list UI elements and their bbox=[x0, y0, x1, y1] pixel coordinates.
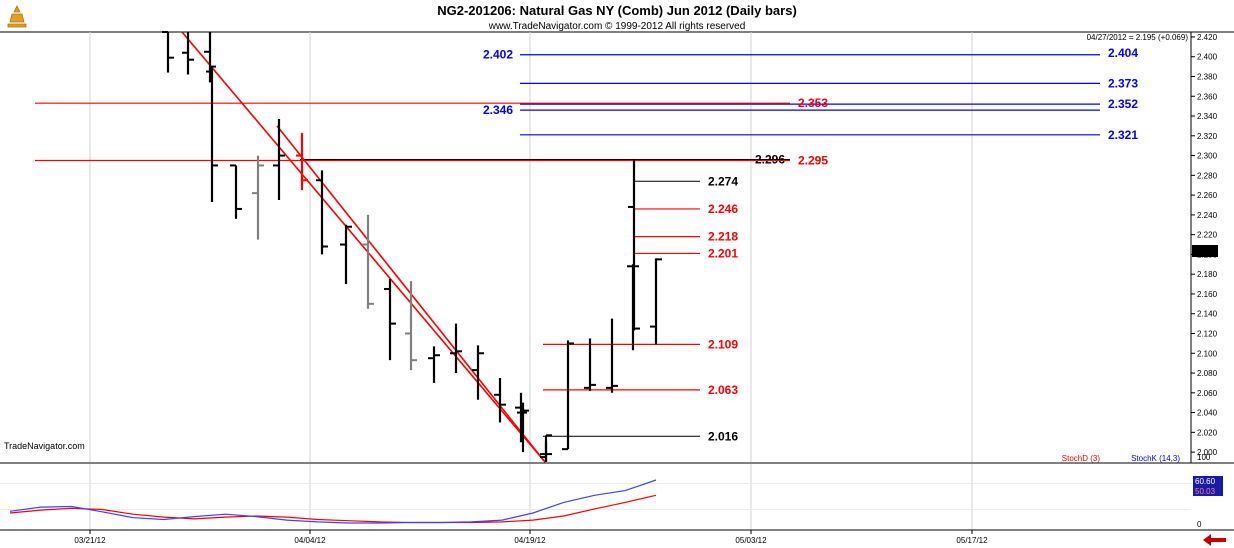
level-label: 2.346 bbox=[483, 103, 513, 117]
level-label: 2.321 bbox=[1108, 128, 1138, 142]
ytick-label: 2.280 bbox=[1197, 171, 1218, 180]
level-label: 2.063 bbox=[708, 383, 738, 397]
ohlc-bar bbox=[230, 164, 242, 219]
ohlc-bar bbox=[362, 214, 374, 309]
ohlc-bar bbox=[450, 323, 462, 374]
ytick-label: 2.340 bbox=[1197, 112, 1218, 121]
ohlc-bar bbox=[606, 318, 618, 393]
ytick-label: 2.160 bbox=[1197, 290, 1218, 299]
ohlc-bar bbox=[517, 402, 529, 453]
level-label: 2.402 bbox=[483, 48, 513, 62]
ohlc-bar bbox=[384, 279, 396, 361]
last-price-box bbox=[1192, 245, 1218, 257]
xtick-label: 05/17/12 bbox=[956, 536, 988, 545]
level-label: 2.296 bbox=[755, 153, 785, 167]
last-price-label: 2.195 bbox=[1194, 247, 1215, 256]
ytick-label: 2.260 bbox=[1197, 191, 1218, 200]
stoch-series-line bbox=[9, 494, 657, 524]
copyright-text: www.TradeNavigator.com © 1999-2012 All r… bbox=[488, 21, 746, 32]
ytick-label: 2.180 bbox=[1197, 270, 1218, 279]
stoch-ytick-100: 100 bbox=[1197, 453, 1211, 462]
stochastic-panel: StochD (3) StochK (14,3) 100 0 60.60 50.… bbox=[0, 453, 1234, 531]
ohlc-bar bbox=[182, 32, 194, 75]
ytick-label: 2.040 bbox=[1197, 409, 1218, 418]
xtick-label: 05/03/12 bbox=[735, 536, 767, 545]
stoch-value-box bbox=[1193, 476, 1223, 496]
ytick-label: 2.220 bbox=[1197, 231, 1218, 240]
legend-stochk: StochK (14,3) bbox=[1131, 454, 1180, 463]
ytick-label: 2.100 bbox=[1197, 349, 1218, 358]
ohlc-bar bbox=[204, 32, 216, 83]
trade-navigator-logo-icon bbox=[4, 3, 30, 31]
ohlc-bar bbox=[540, 434, 552, 462]
ohlc-bar bbox=[316, 170, 328, 255]
ytick-label: 2.020 bbox=[1197, 428, 1218, 437]
ohlc-bar bbox=[562, 340, 574, 451]
level-label: 2.352 bbox=[1108, 97, 1138, 111]
ohlc-bar bbox=[405, 281, 417, 371]
ytick-label: 2.140 bbox=[1197, 310, 1218, 319]
ohlc-bar bbox=[273, 118, 285, 201]
ohlc-bar bbox=[428, 346, 440, 383]
ohlc-bar bbox=[206, 66, 218, 203]
ytick-label: 2.320 bbox=[1197, 132, 1218, 141]
level-label: 2.246 bbox=[708, 202, 738, 216]
ohlc-bar bbox=[340, 224, 352, 285]
ytick-label: 2.060 bbox=[1197, 389, 1218, 398]
stoch-series-line bbox=[9, 479, 657, 524]
ytick-label: 2.420 bbox=[1197, 33, 1218, 42]
chart-title: NG2-201206: Natural Gas NY (Comb) Jun 20… bbox=[437, 3, 797, 18]
ohlc-bar bbox=[252, 155, 264, 240]
xtick-label: 03/21/12 bbox=[74, 536, 106, 545]
level-label: 2.274 bbox=[708, 174, 738, 188]
ohlc-bar bbox=[628, 159, 640, 331]
level-label: 2.353 bbox=[798, 96, 828, 110]
level-label: 2.404 bbox=[1108, 46, 1138, 60]
quote-info: 04/27/2012 = 2.195 (+0.069) bbox=[1087, 33, 1189, 42]
ytick-label: 2.120 bbox=[1197, 329, 1218, 338]
ohlc-bar bbox=[515, 392, 527, 443]
ohlc-bar bbox=[494, 377, 506, 423]
level-label: 2.218 bbox=[708, 230, 738, 244]
stoch-last-d: 50.03 bbox=[1195, 487, 1216, 496]
ytick-label: 2.400 bbox=[1197, 53, 1218, 62]
level-label: 2.373 bbox=[1108, 76, 1138, 90]
ohlc-bar bbox=[584, 338, 596, 391]
ohlc-bar bbox=[472, 345, 484, 400]
level-label: 2.295 bbox=[798, 154, 828, 168]
legend-stochd: StochD (3) bbox=[1062, 454, 1101, 463]
level-label: 2.109 bbox=[708, 337, 738, 351]
xtick-label: 04/19/12 bbox=[514, 536, 546, 545]
ytick-label: 2.240 bbox=[1197, 211, 1218, 220]
scroll-left-arrow-icon[interactable] bbox=[1200, 533, 1228, 547]
price-panel: 2.420 2.400 2.380 2.360 2.340 2.320 2.300 2.280… bbox=[0, 31, 1234, 464]
stoch-ytick-0: 0 bbox=[1197, 520, 1202, 529]
ytick-label: 2.360 bbox=[1197, 92, 1218, 101]
level-label: 2.016 bbox=[708, 429, 738, 443]
level-label: 2.201 bbox=[708, 246, 738, 260]
watermark: TradeNavigator.com bbox=[4, 441, 85, 451]
stoch-last-k: 60.60 bbox=[1195, 477, 1216, 486]
xtick-label: 04/04/12 bbox=[294, 536, 326, 545]
ytick-label: 2.080 bbox=[1197, 369, 1218, 378]
ytick-label: 2.000 bbox=[1197, 448, 1218, 457]
ytick-label: 2.300 bbox=[1197, 152, 1218, 161]
ohlc-bar bbox=[296, 132, 308, 191]
ytick-label: 2.380 bbox=[1197, 72, 1218, 81]
ohlc-bar bbox=[162, 31, 174, 73]
trendline bbox=[181, 31, 546, 463]
ohlc-bar bbox=[650, 258, 662, 345]
